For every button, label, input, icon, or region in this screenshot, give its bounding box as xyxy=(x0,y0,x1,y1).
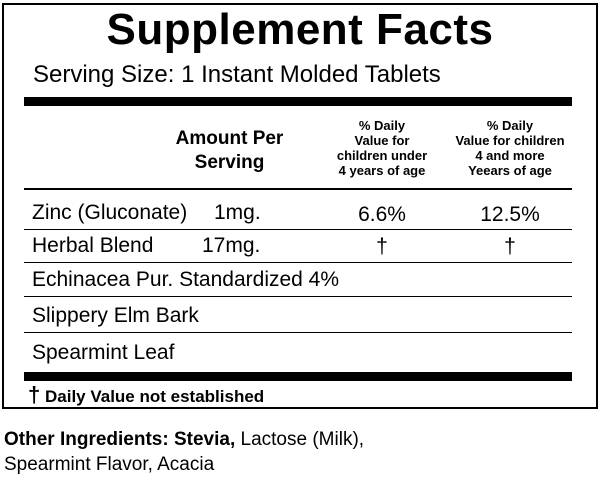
footnote-text: Daily Value not established xyxy=(44,387,265,406)
daily-value-4plus-header: % Daily Value for children 4 and more Ye… xyxy=(455,118,565,178)
other-ingredients: Other Ingredients: Stevia, Lactose (Milk… xyxy=(4,427,364,477)
table-row-name: Spearmint Leaf xyxy=(32,341,175,364)
table-row-amount: 1mg. xyxy=(214,201,261,224)
table-row-name: Zinc (Gluconate) xyxy=(32,201,188,224)
table-row-dv-under4: 6.6% xyxy=(358,203,406,226)
table-row-name: Echinacea Pur. Standardized 4% xyxy=(32,268,340,291)
dagger-icon: † xyxy=(28,382,41,407)
other-ingredients-line1: Other Ingredients: Stevia, Lactose (Milk… xyxy=(4,427,364,452)
row-divider xyxy=(24,229,572,230)
header-rule xyxy=(24,188,572,190)
table-row-name: Herbal Blend xyxy=(32,234,154,257)
table-row-dv-under4: † xyxy=(376,235,388,258)
other-ingredients-bold-item: Stevia, xyxy=(173,429,236,450)
supplement-facts-panel xyxy=(2,3,598,409)
other-ingredients-rest: Lactose (Milk), xyxy=(240,429,365,450)
bottom-thick-rule xyxy=(24,372,572,381)
other-ingredients-line2: Spearmint Flavor, Acacia xyxy=(4,454,215,475)
row-divider xyxy=(24,296,572,297)
table-row-dv-4plus: 12.5% xyxy=(480,203,540,226)
panel-title: Supplement Facts xyxy=(106,5,494,54)
table-row-dv-4plus: † xyxy=(504,235,516,258)
table-row-amount: 17mg. xyxy=(202,234,261,257)
row-divider xyxy=(24,262,572,263)
footnote: † Daily Value not established xyxy=(28,383,264,409)
other-ingredients-label: Other Ingredients: xyxy=(4,429,169,450)
top-thick-rule xyxy=(24,97,572,106)
row-divider xyxy=(24,332,572,333)
table-row-name: Slippery Elm Bark xyxy=(32,304,199,327)
daily-value-under4-header: % Daily Value for children under 4 years… xyxy=(336,118,428,178)
serving-size: Serving Size: 1 Instant Molded Tablets xyxy=(33,61,441,88)
amount-per-serving-header: Amount Per Serving xyxy=(175,128,284,173)
